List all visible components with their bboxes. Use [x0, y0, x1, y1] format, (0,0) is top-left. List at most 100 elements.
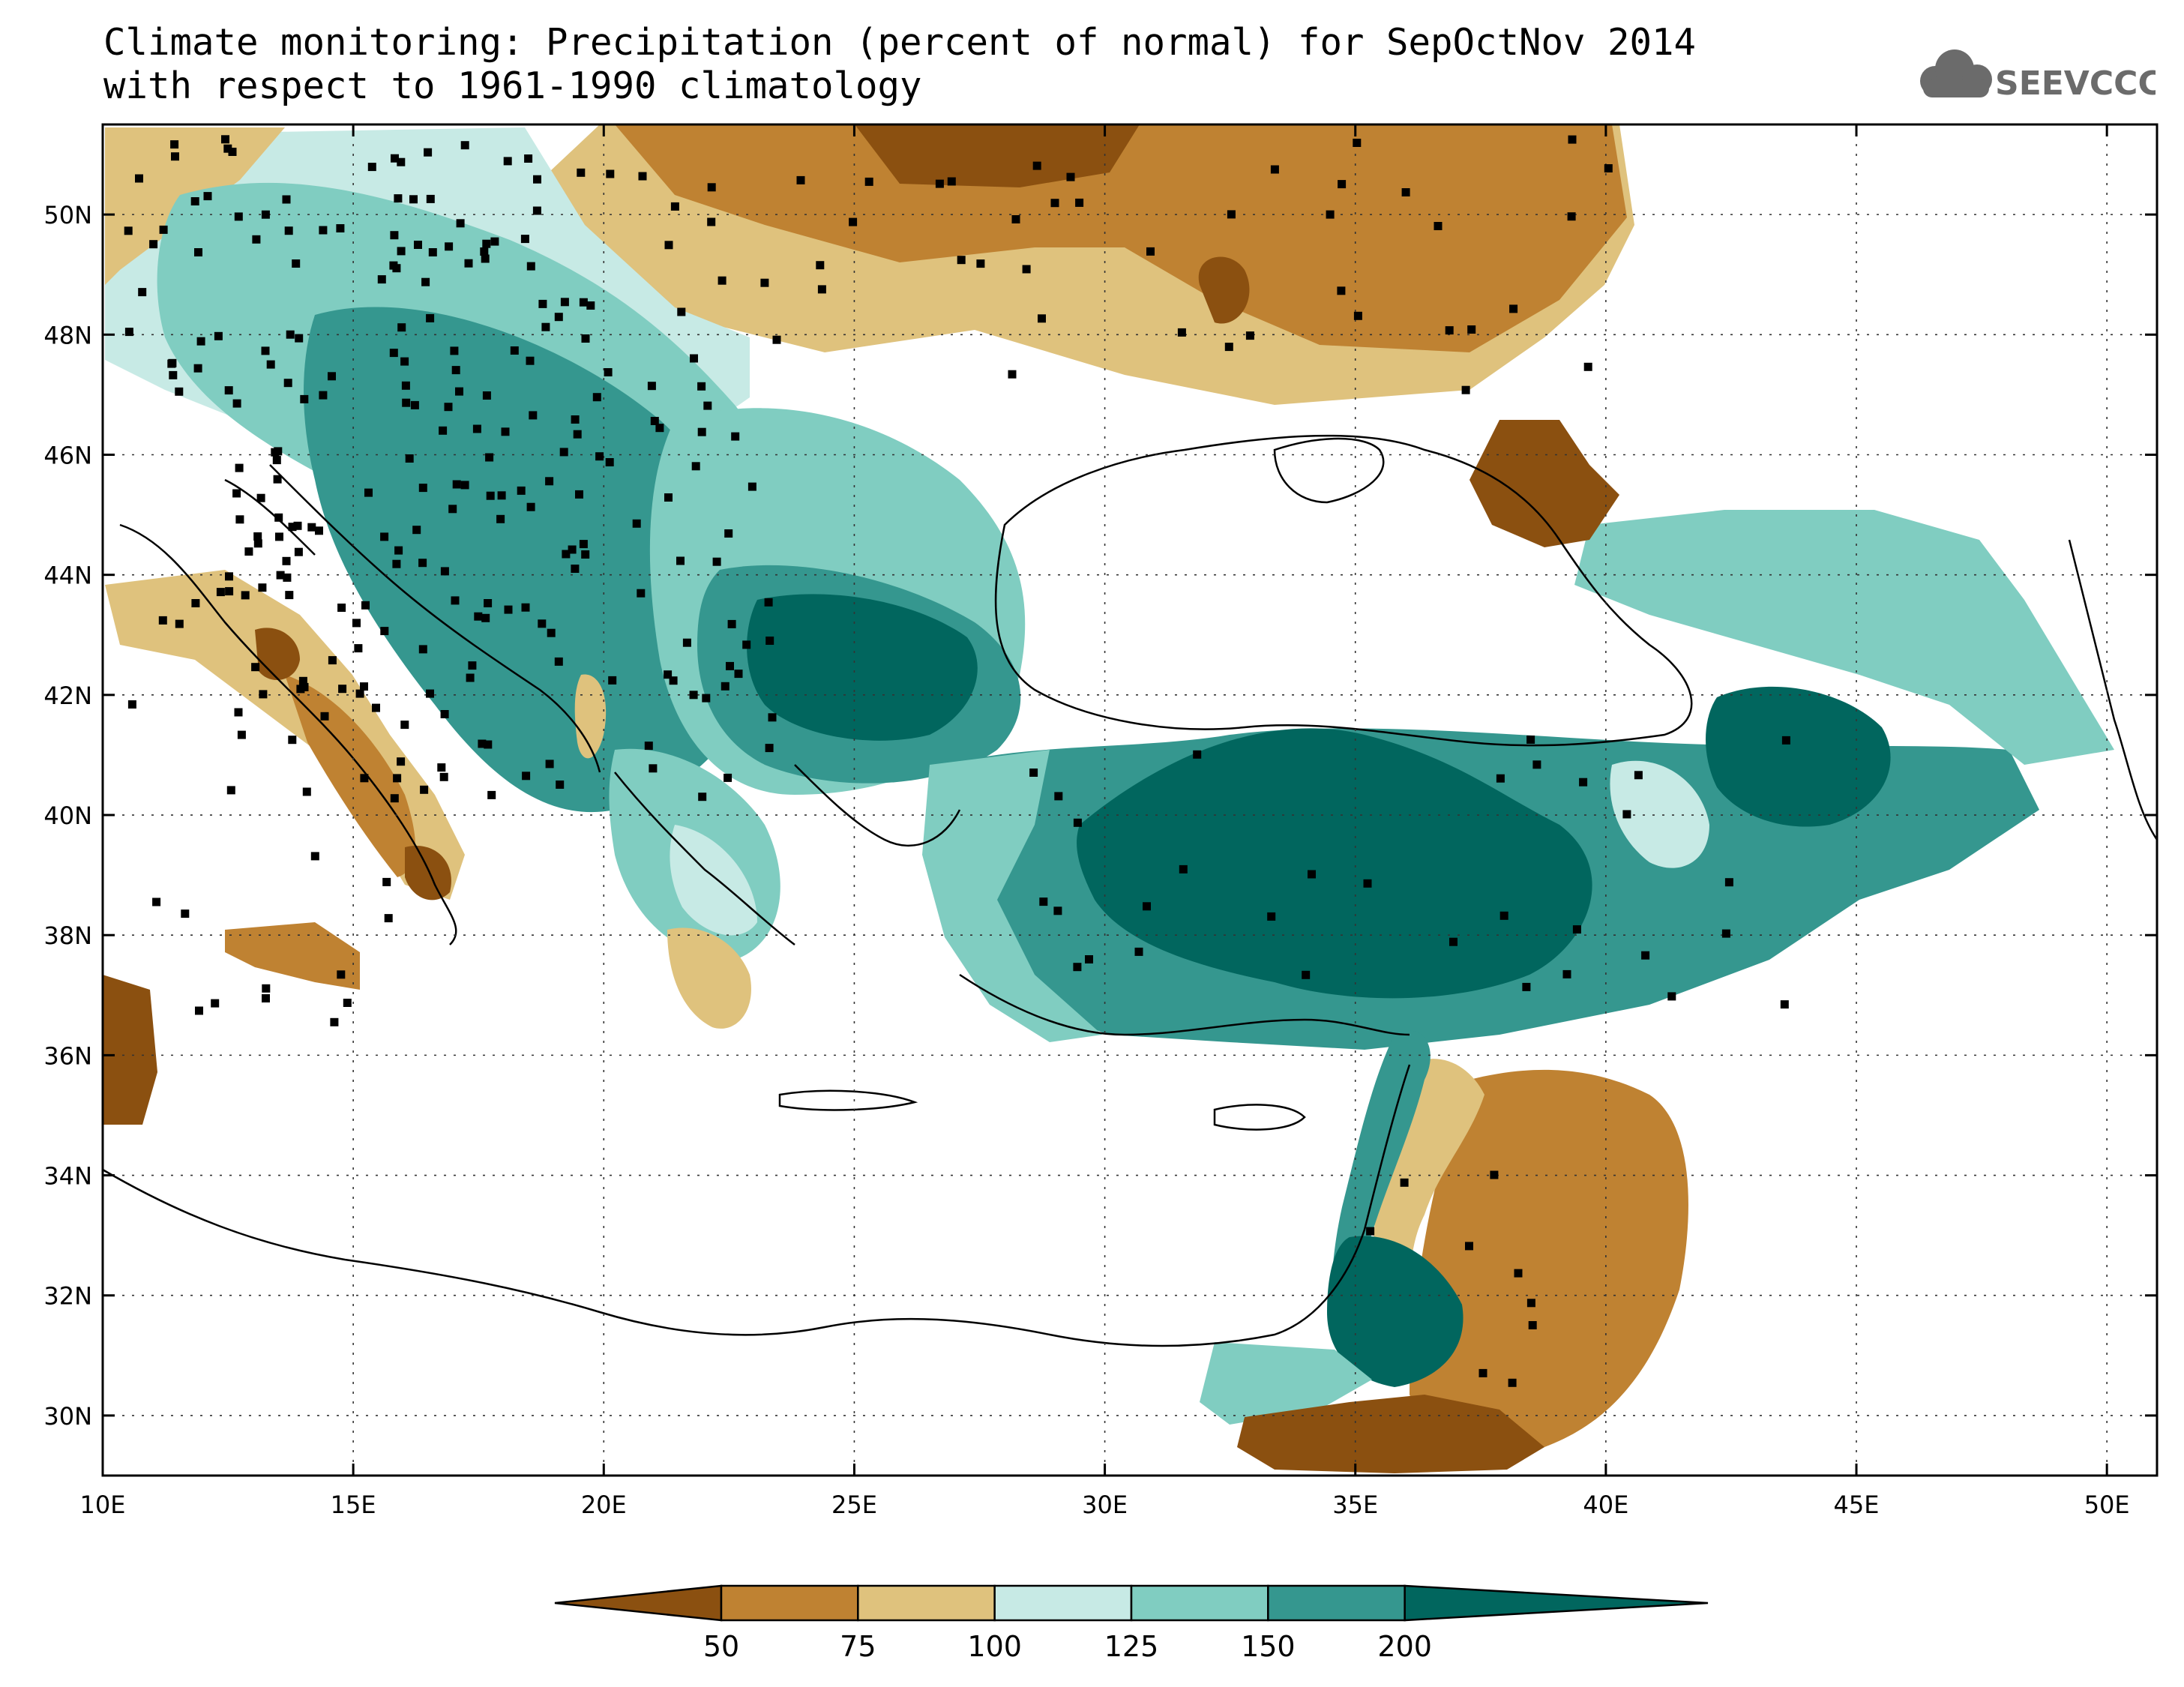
station-marker [1499, 911, 1508, 920]
station-marker [1508, 1378, 1517, 1387]
station-marker [295, 334, 304, 343]
station-marker [191, 599, 200, 607]
station-marker [849, 217, 858, 226]
title-line-2: with respect to 1961-1990 climatology [103, 64, 922, 107]
station-marker [1053, 906, 1062, 915]
station-marker [364, 488, 373, 497]
station-marker [195, 1006, 203, 1015]
station-marker [734, 670, 743, 679]
station-marker [225, 572, 233, 581]
station-marker [1465, 1242, 1473, 1251]
station-marker [394, 194, 403, 203]
station-marker [426, 689, 434, 698]
station-marker [355, 689, 364, 698]
station-marker [606, 169, 615, 178]
station-marker [1085, 955, 1093, 963]
station-marker [1338, 180, 1347, 189]
station-marker [421, 277, 430, 286]
station-marker [343, 999, 352, 1007]
map-frame [101, 123, 2159, 1477]
dry-region-south-italy [285, 675, 415, 877]
aegean-coast [614, 764, 961, 945]
station-marker [424, 148, 433, 157]
station-marker [481, 254, 490, 263]
lon-tick-label: 20E [581, 1491, 627, 1519]
colorbar-swatch [1130, 1584, 1269, 1622]
colorbar-label: 200 [1377, 1630, 1432, 1663]
station-marker [258, 583, 267, 592]
station-marker [300, 394, 309, 403]
lon-tick-labels: 10E 15E 20E 25E 30E 35E 40E 45E 50E [80, 1491, 2130, 1519]
station-marker [460, 141, 469, 150]
station-marker [420, 785, 429, 794]
colorbar-arrow-high [1404, 1584, 1709, 1622]
station-marker [864, 177, 873, 186]
station-marker [223, 144, 232, 153]
station-marker [721, 682, 729, 691]
station-marker [360, 774, 369, 783]
station-marker [482, 239, 491, 248]
colorbar-label: 125 [1104, 1630, 1159, 1663]
station-marker [402, 398, 411, 407]
station-marker [480, 247, 489, 256]
station-marker [389, 261, 398, 270]
station-marker [390, 794, 399, 803]
station-marker [1366, 1227, 1375, 1236]
station-marker [764, 598, 773, 607]
station-marker [234, 212, 243, 221]
station-marker [604, 368, 613, 376]
station-marker [1496, 774, 1505, 783]
very-dry-region-sinai-south [1237, 1395, 1544, 1473]
station-marker [450, 346, 459, 355]
station-marker [504, 605, 513, 614]
italy-coast [119, 478, 457, 945]
station-marker [382, 877, 391, 886]
lon-tick-label: 35E [1332, 1491, 1378, 1519]
station-marker [397, 157, 406, 166]
station-marker [283, 379, 292, 388]
station-marker [1562, 969, 1571, 978]
station-marker [401, 381, 410, 390]
station-marker [330, 1017, 339, 1026]
station-marker [718, 276, 727, 285]
station-marker [253, 539, 262, 548]
station-marker [1522, 982, 1531, 991]
station-marker [1526, 736, 1535, 744]
station-marker [226, 786, 235, 795]
station-marker [214, 331, 223, 340]
station-marker [724, 529, 733, 538]
colorbar-swatch [720, 1584, 859, 1622]
station-marker [1724, 878, 1733, 887]
cyprus-coast [1213, 1104, 1306, 1131]
station-marker [275, 532, 283, 541]
station-marker [1467, 325, 1476, 334]
crete-coast [778, 1089, 918, 1111]
station-marker [225, 587, 234, 596]
station-marker [521, 603, 530, 612]
station-marker [361, 601, 370, 610]
station-marker [772, 335, 781, 344]
station-marker [216, 588, 225, 597]
station-marker [1353, 311, 1362, 320]
caspian-coast [2068, 539, 2157, 841]
station-marker [545, 477, 554, 486]
station-marker [1066, 172, 1075, 181]
station-marker [947, 177, 956, 186]
station-marker [352, 619, 361, 628]
colorbar-arrow-low [554, 1584, 723, 1622]
station-marker [579, 540, 588, 549]
station-marker [426, 194, 435, 203]
station-marker [149, 240, 158, 249]
station-marker [293, 521, 302, 530]
station-marker [380, 532, 389, 541]
station-marker [319, 391, 328, 400]
station-marker [244, 547, 253, 556]
station-marker [338, 685, 347, 694]
station-marker [768, 713, 777, 722]
station-marker [650, 417, 659, 425]
station-marker [272, 456, 281, 465]
station-marker [644, 742, 653, 751]
station-marker [691, 462, 700, 471]
station-marker [175, 619, 184, 628]
station-marker [689, 691, 698, 700]
